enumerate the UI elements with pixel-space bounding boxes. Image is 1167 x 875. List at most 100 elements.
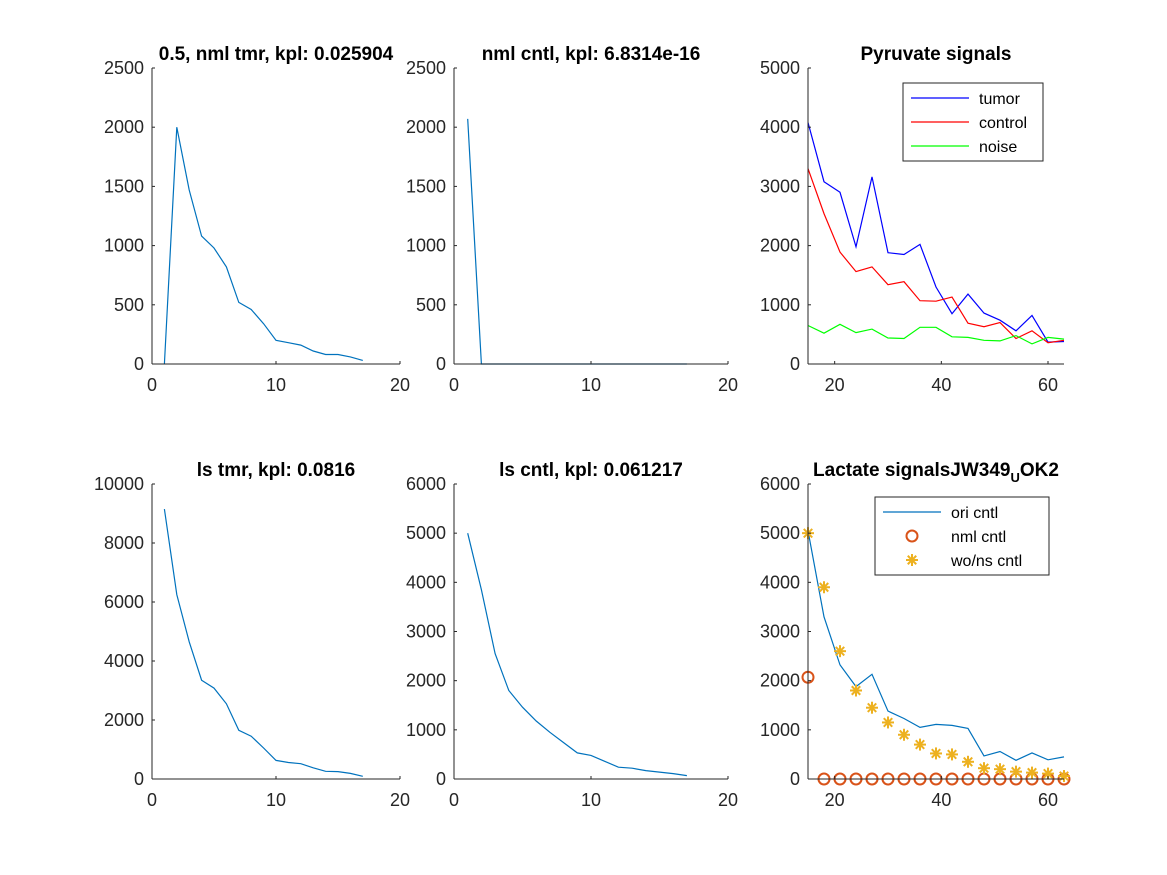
y-tick-label: 5000: [760, 523, 800, 543]
x-tick-label: 10: [266, 375, 286, 395]
title-subscript: U: [1011, 470, 1020, 485]
y-tick-label: 6000: [104, 592, 144, 612]
x-tick-label: 0: [449, 375, 459, 395]
series-line-1: [467, 533, 687, 777]
y-tick-label: 1000: [406, 236, 446, 256]
legend: ori cntl nml cntl wo/ns cntl: [874, 496, 1050, 576]
y-tick-label: 1500: [406, 176, 446, 196]
legend-label: tumor: [979, 91, 1021, 108]
data-point-asterisk: [1058, 770, 1070, 783]
subplot-title: ls cntl, kpl: 0.061217: [499, 460, 683, 481]
legend-label: nml cntl: [951, 529, 1006, 546]
legend-box: [874, 496, 1050, 576]
data-point-asterisk: [818, 581, 830, 594]
y-tick-label: 1000: [760, 295, 800, 315]
subplot-1: 0 10 20 0 500 1000 1500 2000 2500 0.5, nml tmr, k…: [104, 44, 410, 395]
x-tick-label: 0: [449, 790, 459, 810]
data-point-asterisk: [898, 728, 910, 741]
legend: tumor control noise: [902, 82, 1044, 162]
x-tick-label: 20: [718, 790, 738, 810]
y-tick-label: 4000: [406, 572, 446, 592]
x-tick-label: 10: [266, 790, 286, 810]
series-line-ori-cntl: [808, 530, 1065, 761]
y-tick-label: 500: [416, 295, 446, 315]
y-tick-label: 2500: [406, 58, 446, 78]
y-tick-label: 2000: [104, 117, 144, 137]
legend-label: control: [979, 115, 1027, 132]
x-tick-label: 40: [931, 375, 951, 395]
y-tick-label: 5000: [406, 523, 446, 543]
subplot-4: 0 10 20 0 2000 4000 6000 8000 10000 ls tmr, kpl: …: [94, 460, 410, 810]
series-line-control: [808, 168, 1065, 344]
y-tick-label: 8000: [104, 533, 144, 553]
y-tick-label: 0: [134, 769, 144, 789]
y-tick-label: 4000: [760, 572, 800, 592]
y-tick-label: 0: [436, 769, 446, 789]
y-tick-label: 2000: [406, 671, 446, 691]
subplot-2: 0 10 20 0 500 1000 1500 2000 2500 nml cntl, kpl: …: [406, 44, 738, 395]
series-line-noise: [808, 323, 1065, 345]
title-suffix: OK2: [1020, 460, 1059, 481]
y-tick-label: 0: [790, 354, 800, 374]
data-point-asterisk: [930, 747, 942, 760]
data-point-asterisk: [946, 748, 958, 761]
subplot-5: 0 10 20 0 1000 2000 3000 4000 5000 6000 ls cntl, k…: [406, 460, 738, 810]
y-tick-label: 0: [134, 354, 144, 374]
legend-asterisk-swatch: [906, 554, 918, 566]
x-tick-label: 0: [147, 375, 157, 395]
x-tick-label: 10: [581, 375, 601, 395]
data-point-asterisk: [978, 762, 990, 775]
y-tick-label: 4000: [104, 651, 144, 671]
y-tick-label: 10000: [94, 474, 144, 494]
subplot-title: nml cntl, kpl: 6.8314e-16: [482, 44, 701, 65]
subplot-title: 0.5, nml tmr, kpl: 0.025904: [159, 44, 394, 65]
y-tick-label: 1000: [760, 720, 800, 740]
x-tick-label: 40: [931, 790, 951, 810]
legend-label: noise: [979, 139, 1017, 156]
y-tick-label: 2500: [104, 58, 144, 78]
y-tick-label: 5000: [760, 58, 800, 78]
x-tick-label: 20: [825, 790, 845, 810]
y-tick-label: 2000: [760, 236, 800, 256]
y-tick-label: 6000: [406, 474, 446, 494]
y-tick-label: 1000: [104, 236, 144, 256]
x-tick-label: 20: [390, 790, 410, 810]
y-tick-label: 3000: [760, 176, 800, 196]
y-tick-label: 2000: [760, 671, 800, 691]
x-tick-label: 20: [825, 375, 845, 395]
data-point-asterisk: [850, 684, 862, 697]
subplot-title: ls tmr, kpl: 0.0816: [197, 460, 355, 481]
x-tick-label: 10: [581, 790, 601, 810]
y-tick-label: 2000: [406, 117, 446, 137]
x-tick-label: 60: [1038, 375, 1058, 395]
data-point-asterisk: [1026, 766, 1038, 779]
data-point-asterisk: [1042, 767, 1054, 780]
y-tick-label: 3000: [406, 622, 446, 642]
subplot-title: Pyruvate signals: [860, 44, 1011, 65]
x-tick-label: 20: [390, 375, 410, 395]
series-line-1: [163, 509, 363, 777]
subplot-3: 20 40 60 0 1000 2000 3000 4000 5000 Pyruvate sign…: [760, 44, 1065, 395]
y-tick-label: 4000: [760, 117, 800, 137]
data-point-asterisk: [1010, 765, 1022, 778]
y-tick-label: 6000: [760, 474, 800, 494]
series-line-1: [163, 127, 363, 365]
data-point-asterisk: [882, 716, 894, 729]
data-point-asterisk: [866, 701, 878, 714]
x-tick-label: 0: [147, 790, 157, 810]
legend-label: wo/ns cntl: [950, 553, 1022, 570]
y-tick-label: 1500: [104, 176, 144, 196]
x-tick-label: 20: [718, 375, 738, 395]
y-tick-label: 500: [114, 295, 144, 315]
data-point-asterisk: [994, 763, 1006, 776]
y-tick-label: 1000: [406, 720, 446, 740]
data-point-asterisk: [914, 738, 926, 751]
data-point-asterisk: [834, 645, 846, 658]
legend-label: ori cntl: [951, 505, 998, 522]
x-tick-label: 60: [1038, 790, 1058, 810]
series-line-tumor: [808, 122, 1065, 343]
y-tick-label: 0: [790, 769, 800, 789]
data-point-asterisk: [962, 755, 974, 768]
y-tick-label: 3000: [760, 622, 800, 642]
